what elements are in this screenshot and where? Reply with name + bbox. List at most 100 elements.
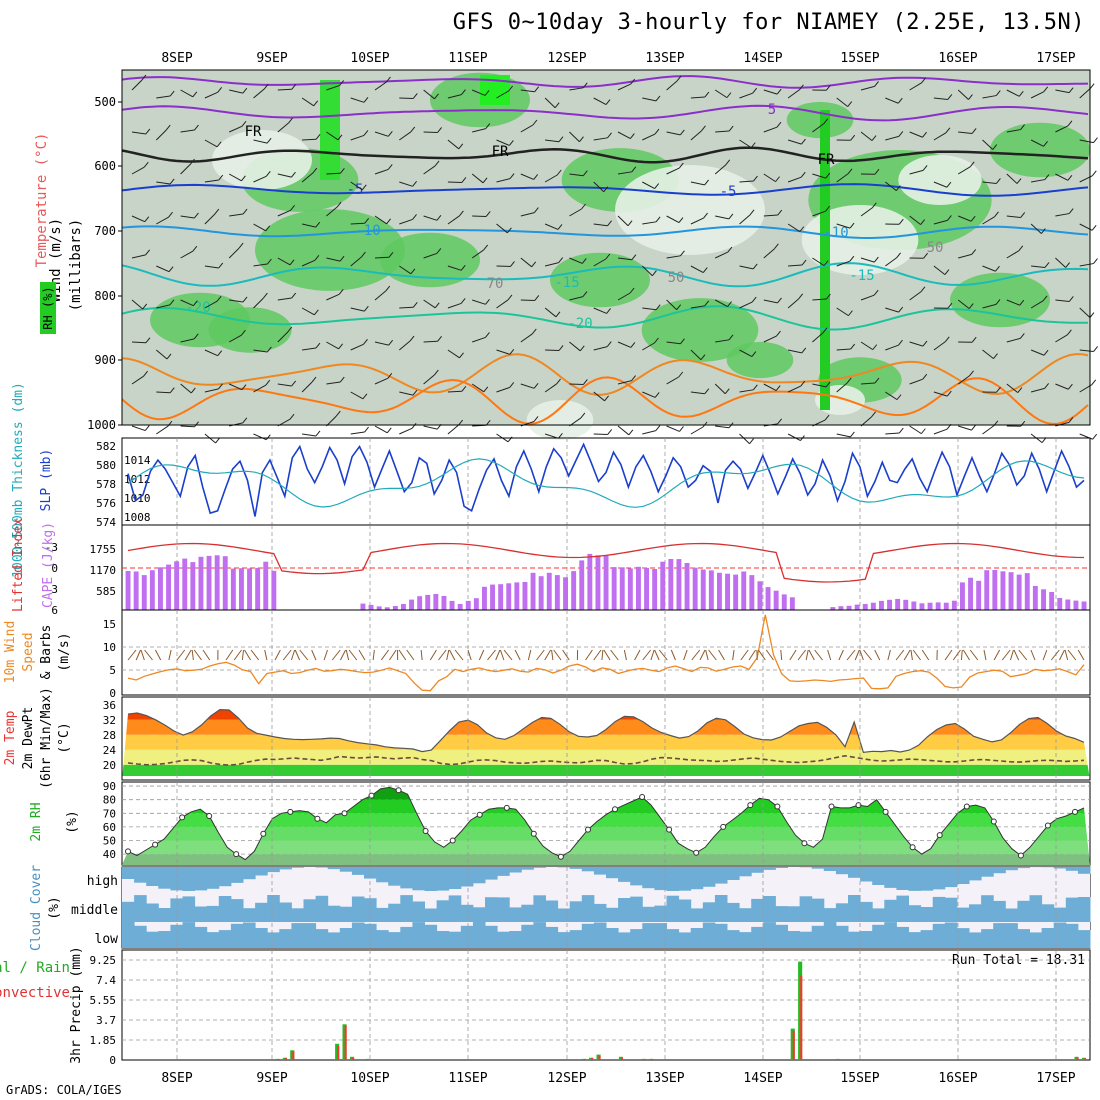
cloud-middle-bar <box>569 901 583 922</box>
wind-barb-flag <box>461 385 467 392</box>
cloud-high-bar <box>727 867 740 880</box>
wind-barb-flag <box>289 413 295 420</box>
wind-barb <box>423 425 438 430</box>
cloud-middle-bar <box>1017 900 1030 922</box>
cloud-middle-bar <box>654 905 667 922</box>
precip-convective-bar <box>352 1057 355 1060</box>
temp2m-line <box>127 708 1085 754</box>
cloud-high-bar <box>581 867 595 872</box>
wind-barb <box>666 299 678 311</box>
cloud-high-bar <box>654 867 667 891</box>
wind-barb-flag <box>1043 141 1048 147</box>
cape-bar <box>692 567 698 610</box>
cloud-middle-bar <box>485 897 498 922</box>
cape-bar <box>830 607 836 610</box>
cloud-low-bar <box>835 925 849 948</box>
upper-panel-frame <box>121 69 1091 426</box>
wind10-barb <box>487 649 496 661</box>
wind-barb <box>350 343 364 351</box>
cloud-middle-bar <box>122 901 135 923</box>
cloud-high-bar <box>642 867 655 889</box>
cloud-high-bar <box>702 867 716 887</box>
wind-barb <box>350 431 365 435</box>
wind10-barb <box>969 649 979 661</box>
wind-barb <box>1031 265 1046 268</box>
cape-bar <box>976 580 982 610</box>
wind-barb <box>131 131 146 135</box>
wind-barb-flag <box>1016 178 1022 184</box>
wind10-barb <box>748 649 757 661</box>
cape-bar <box>781 594 787 610</box>
wind-barb-flag <box>728 334 734 341</box>
wind-barb-flag <box>874 81 879 87</box>
cloud-low-bar <box>497 931 510 948</box>
wind-barb <box>253 263 268 267</box>
wind-barb-flag <box>727 246 733 253</box>
wind-barb <box>666 425 680 432</box>
wind-barb-flag <box>630 78 636 85</box>
wind10-barb <box>323 649 328 661</box>
cape-bar <box>230 568 236 610</box>
cloud-low-bar <box>243 922 256 948</box>
wind10-barb <box>593 649 602 661</box>
wind-barb <box>593 258 607 267</box>
cloud-low-bar <box>327 932 341 948</box>
cape-bar <box>401 604 406 610</box>
wind-barb-flag <box>387 372 393 379</box>
wind-barb-flag <box>460 265 466 271</box>
wind-barb-flag <box>631 254 637 261</box>
wind-barb-flag <box>1068 87 1074 93</box>
wind-barb-flag <box>531 328 537 335</box>
wind10-barb <box>250 649 260 661</box>
cloud-middle-bar <box>896 895 909 922</box>
cloud-low-bar <box>642 923 655 948</box>
wind-barb <box>1055 173 1069 181</box>
wind-barb-flag <box>315 430 321 437</box>
cloud-low-bar <box>932 923 946 948</box>
wind10-barb <box>797 649 807 661</box>
wind10-barb <box>553 649 562 661</box>
ylabel-millibars: (millibars) <box>68 219 84 312</box>
precip-convective-bar <box>620 1057 623 1060</box>
wind10-barb <box>1013 649 1020 661</box>
wind-barb <box>642 342 655 351</box>
rh2m-band <box>122 826 1090 841</box>
slp-panel-frame <box>121 437 1091 526</box>
wind-barb-flag <box>194 124 199 131</box>
wind-barb <box>885 135 899 141</box>
wind-barb-flag <box>558 136 564 143</box>
cloud-high-bar <box>606 867 619 879</box>
wind-barb-flag <box>291 83 297 90</box>
wind-barb <box>957 375 970 385</box>
cape-bar <box>1024 573 1030 610</box>
cloud-middle-bar <box>158 908 171 922</box>
wind-barb <box>1055 299 1070 302</box>
cloud-high-bar <box>775 867 788 868</box>
cape-tick-label: 1170 <box>90 564 117 577</box>
cape-bar <box>392 606 398 610</box>
wind10-barb <box>536 649 545 661</box>
wind-barb-flag <box>826 84 831 91</box>
wind-barb <box>374 215 387 225</box>
wind-barb <box>715 215 729 220</box>
rh2m-point <box>1072 808 1078 815</box>
cloud-high-bar <box>351 867 365 875</box>
wind-barb-flag <box>554 102 560 109</box>
wind-barb-flag <box>850 343 856 350</box>
cloud-low-bar <box>182 922 196 948</box>
wind-barb-flag <box>971 424 976 431</box>
wind-barb-flag <box>534 295 540 301</box>
wind-barb-flag <box>944 336 950 343</box>
temp2m-panel-frame <box>121 696 1091 781</box>
wind-barb <box>398 340 411 351</box>
wind-barb-flag <box>1042 295 1048 302</box>
wind10-barb <box>562 649 570 661</box>
wind10-barb <box>910 649 913 661</box>
wind10-barb <box>887 649 891 661</box>
rh-legend-swatch <box>40 282 56 334</box>
pressure-tick-label: 600 <box>94 159 116 173</box>
wind-barb-flag <box>412 93 418 99</box>
cloud-middle-bar <box>315 895 329 922</box>
wind-barb-flag <box>339 255 345 262</box>
wind-barb-flag <box>386 218 391 225</box>
